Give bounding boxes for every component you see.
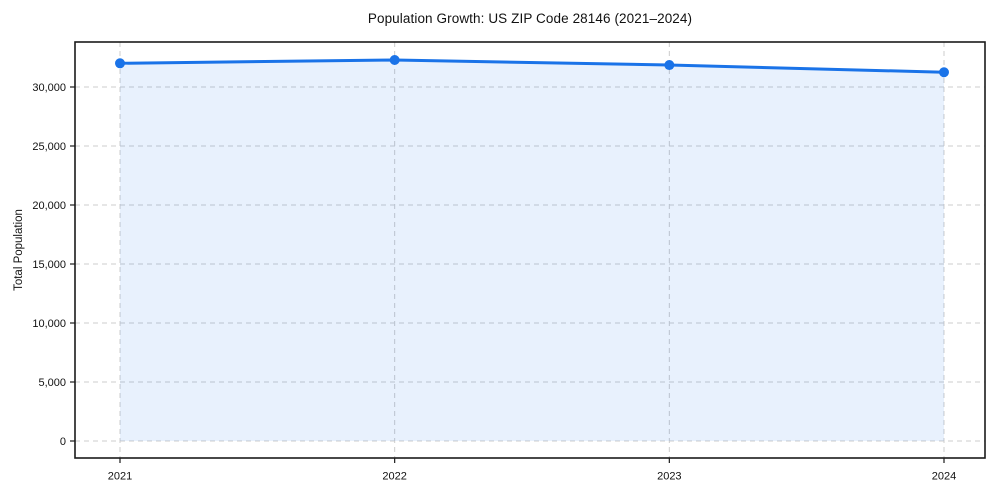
y-tick-label: 20,000 <box>32 200 66 212</box>
data-point-2023 <box>664 60 675 71</box>
x-axis: 2021 2022 2023 2024 <box>108 458 956 483</box>
data-point-2024 <box>939 67 949 78</box>
trend-line <box>118 58 946 74</box>
gridlines <box>75 42 985 458</box>
data-point-2022 <box>389 54 400 65</box>
y-tick-label: 5,000 <box>38 377 66 389</box>
y-axis: 0 5,000 10,000 15,000 20,000 25,000 30,000 <box>32 82 75 448</box>
data-point-2021 <box>115 58 125 69</box>
y-tick-label: 25,000 <box>32 141 66 153</box>
plot-border <box>74 41 986 459</box>
x-tick-label: 2022 <box>382 471 406 483</box>
area-fill <box>120 59 944 442</box>
y-tick-label: 10,000 <box>32 318 66 330</box>
x-tick-label: 2024 <box>932 471 956 483</box>
y-tick-label: 15,000 <box>32 259 66 271</box>
x-tick-label: 2021 <box>108 471 132 483</box>
chart-title: Population Growth: US ZIP Code 28146 (20… <box>367 11 693 26</box>
x-tick-label: 2023 <box>657 471 681 483</box>
y-tick-label: 30,000 <box>32 82 66 94</box>
y-tick-label: 0 <box>60 436 66 448</box>
